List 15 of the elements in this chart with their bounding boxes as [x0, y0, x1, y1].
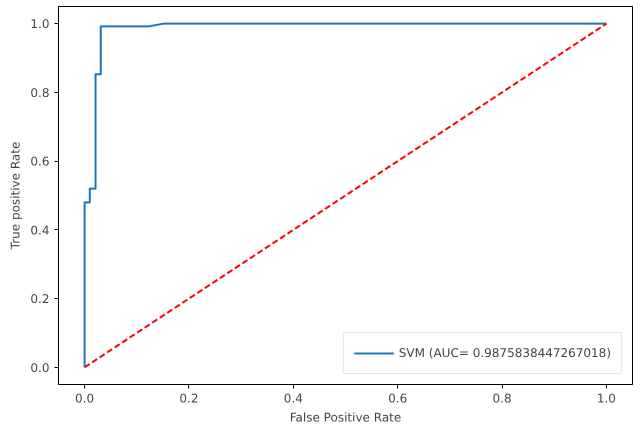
x-tick-label: 0.0	[75, 392, 94, 406]
y-tick-label: 0.0	[30, 360, 50, 375]
y-tick-label: 1.0	[30, 17, 50, 32]
x-axis-title: False Positive Rate	[290, 410, 402, 424]
y-tick-label: 0.6	[30, 154, 50, 169]
y-tick-label: 0.8	[30, 86, 50, 100]
legend-label: SVM (AUC= 0.9875838447267018)	[398, 346, 611, 360]
x-tick-label: 0.6	[388, 392, 408, 406]
x-tick-label: 1.0	[596, 392, 616, 406]
x-tick-label: 0.2	[179, 392, 199, 406]
y-tick-label: 0.4	[30, 223, 50, 238]
x-tick-label: 0.4	[284, 392, 303, 406]
x-tick-label: 0.8	[492, 392, 512, 406]
y-axis-title: True positive Rate	[8, 142, 22, 250]
y-tick-label: 0.2	[30, 292, 50, 306]
